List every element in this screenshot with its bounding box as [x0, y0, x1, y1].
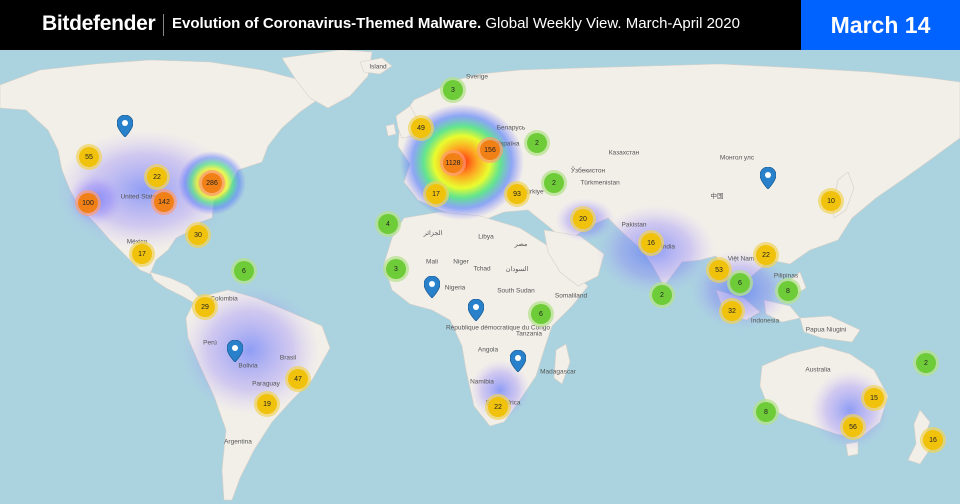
place-label: India	[660, 243, 676, 251]
place-label: Perú	[203, 339, 217, 347]
map-pin-icon[interactable]	[760, 167, 776, 189]
cluster-marker-medium[interactable]: 10	[821, 191, 841, 211]
cluster-marker-large[interactable]: 100	[78, 193, 98, 213]
cluster-marker-medium[interactable]: 30	[188, 225, 208, 245]
place-label: Ўзбекистон	[570, 167, 606, 175]
cluster-marker-medium[interactable]: 93	[507, 184, 527, 204]
cluster-marker-large[interactable]: 156	[480, 140, 500, 160]
place-label: 中国	[710, 193, 724, 200]
cluster-marker-medium[interactable]: 22	[756, 245, 776, 265]
cluster-marker-small[interactable]: 2	[544, 173, 564, 193]
cluster-marker-small[interactable]: 3	[443, 80, 463, 100]
map-pin-icon[interactable]	[227, 340, 243, 362]
place-label: Türkiye	[522, 188, 544, 196]
place-label: Монгол улс	[719, 154, 755, 162]
header-divider	[163, 14, 164, 36]
place-label: Brasil	[279, 354, 297, 362]
title-rest: Global Weekly View. March-April 2020	[481, 15, 740, 32]
cluster-marker-small[interactable]: 8	[778, 281, 798, 301]
place-label: Australia	[805, 366, 831, 374]
cluster-marker-small[interactable]: 2	[652, 285, 672, 305]
map-base	[0, 50, 960, 504]
place-label: Sverige	[465, 73, 489, 81]
cluster-marker-medium[interactable]: 29	[195, 297, 215, 317]
cluster-marker-small[interactable]: 8	[756, 402, 776, 422]
place-label: Namibia	[470, 378, 494, 386]
cluster-marker-medium[interactable]: 47	[288, 369, 308, 389]
world-map[interactable]: Island Sverige Беларусь Україна Казахстан Мон…	[0, 50, 960, 504]
cluster-marker-small[interactable]: 6	[234, 261, 254, 281]
place-label: Angola	[477, 346, 499, 354]
place-label: Pilipinas	[773, 272, 799, 280]
place-label: Việt Nam	[727, 255, 755, 263]
place-label: Казахстан	[608, 149, 640, 157]
place-label: Indonesia	[750, 317, 780, 325]
cluster-marker-large[interactable]: 1128	[443, 153, 463, 173]
place-label: Paraguay	[252, 380, 280, 388]
cluster-marker-medium[interactable]: 22	[147, 167, 167, 187]
place-label: الجزائر	[423, 230, 443, 237]
cluster-marker-small[interactable]: 6	[730, 273, 750, 293]
place-label: Bolivia	[238, 362, 258, 370]
cluster-marker-large[interactable]: 286	[202, 173, 222, 193]
cluster-marker-medium[interactable]: 16	[641, 233, 661, 253]
map-pin-icon[interactable]	[468, 299, 484, 321]
place-label: Libya	[478, 233, 494, 241]
place-label: Nigeria	[444, 284, 466, 292]
place-label: Island	[369, 63, 387, 71]
cluster-marker-large[interactable]: 142	[154, 192, 174, 212]
cluster-marker-medium[interactable]: 55	[79, 147, 99, 167]
cluster-marker-medium[interactable]: 16	[923, 430, 943, 450]
cluster-marker-medium[interactable]: 20	[573, 209, 593, 229]
cluster-marker-medium[interactable]: 17	[132, 244, 152, 264]
cluster-marker-medium[interactable]: 56	[843, 417, 863, 437]
place-label: Papua Niugini	[805, 326, 847, 334]
place-label: South Sudan	[497, 287, 535, 295]
place-label: Somaliland	[554, 292, 588, 300]
place-label: Mali	[426, 258, 438, 266]
map-title: Evolution of Coronavirus-Themed Malware.…	[172, 15, 740, 32]
place-label: Tchad	[473, 265, 491, 273]
cluster-marker-small[interactable]: 2	[916, 353, 936, 373]
cluster-marker-small[interactable]: 4	[378, 214, 398, 234]
place-label: Беларусь	[496, 124, 526, 132]
title-bold: Evolution of Coronavirus-Themed Malware.	[172, 15, 482, 32]
week-date-badge: March 14	[801, 0, 960, 50]
cluster-marker-medium[interactable]: 19	[257, 394, 277, 414]
bitdefender-logo: Bitdefender	[42, 12, 156, 35]
cluster-marker-medium[interactable]: 49	[411, 118, 431, 138]
place-label: Niger	[453, 258, 469, 266]
cluster-marker-small[interactable]: 2	[527, 133, 547, 153]
cluster-marker-medium[interactable]: 53	[709, 260, 729, 280]
place-label: México	[126, 238, 148, 246]
place-label: Madagascar	[540, 368, 576, 376]
place-label: Pakistan	[621, 221, 647, 229]
place-label: Україна	[496, 140, 520, 148]
header-bar: Bitdefender Evolution of Coronavirus-The…	[0, 0, 960, 50]
place-label: United States	[120, 193, 160, 201]
cluster-marker-medium[interactable]: 22	[488, 397, 508, 417]
map-pin-icon[interactable]	[510, 350, 526, 372]
cluster-marker-small[interactable]: 3	[386, 259, 406, 279]
place-label: Colombia	[210, 295, 238, 303]
place-label: مصر	[514, 241, 528, 248]
map-pin-icon[interactable]	[424, 276, 440, 298]
cluster-marker-medium[interactable]: 15	[864, 388, 884, 408]
cluster-marker-medium[interactable]: 17	[426, 184, 446, 204]
place-label: République démocratique du Congo	[445, 324, 551, 332]
place-label: Tanzania	[515, 330, 543, 338]
place-label: Türkmenistan	[580, 179, 620, 187]
map-pin-icon[interactable]	[117, 115, 133, 137]
place-label: السودان	[505, 266, 529, 273]
place-label: Argentina	[224, 438, 252, 446]
cluster-marker-small[interactable]: 6	[531, 304, 551, 324]
cluster-marker-medium[interactable]: 32	[722, 301, 742, 321]
